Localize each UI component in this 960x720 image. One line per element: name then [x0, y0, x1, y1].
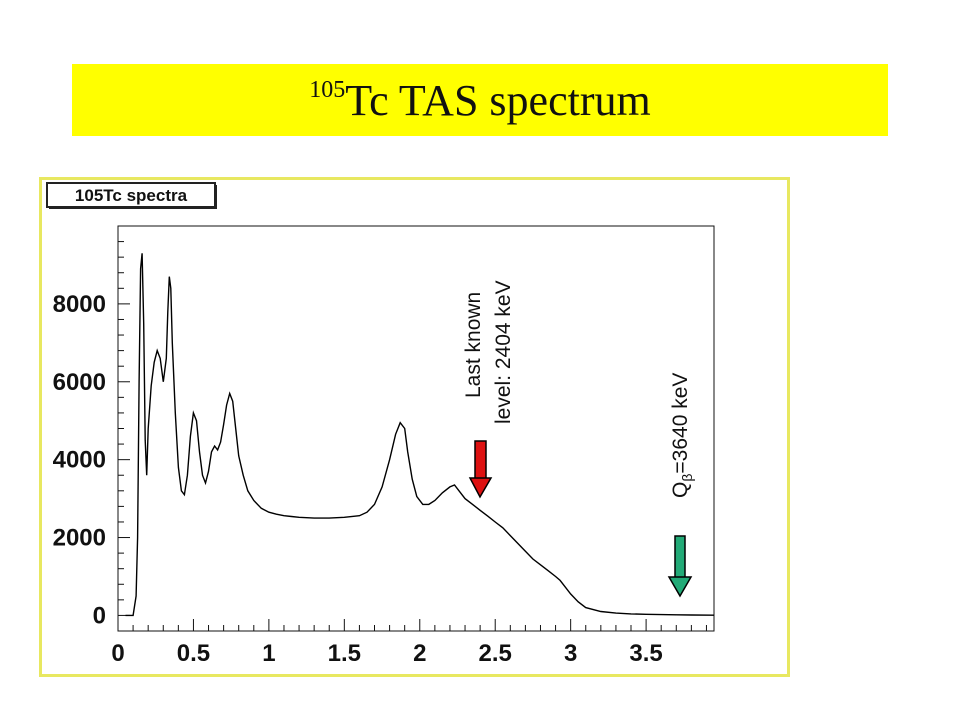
x-tick-label: 3	[564, 640, 577, 667]
red-arrow	[468, 440, 493, 499]
plot-title-box	[46, 182, 216, 208]
title-banner: 105Tc TAS spectrum	[72, 64, 888, 136]
annotation-last-known-line1: Last known	[462, 292, 485, 398]
axes-frame	[117, 225, 715, 632]
x-tick-label: 2	[413, 640, 426, 667]
plot-title: 105Tc spectra	[75, 186, 188, 205]
page-title: 105Tc TAS spectrum	[309, 75, 650, 126]
q-beta-sub: β	[679, 474, 695, 482]
axis-ticks	[117, 225, 707, 632]
x-tick-label: 3.5	[629, 640, 662, 667]
x-tick-label: 1.5	[328, 640, 361, 667]
title-superscript: 105	[309, 76, 346, 103]
y-tick-label: 8000	[53, 291, 106, 318]
x-tick-labels: 0 0.5 1 1.5 2 2.5 3 3.5	[111, 640, 662, 667]
y-tick-label: 6000	[53, 369, 106, 396]
x-tick-label: 0.5	[177, 640, 210, 667]
x-tick-label: 2.5	[479, 640, 512, 667]
q-beta-rest: =3640 keV	[669, 373, 692, 474]
green-arrow	[667, 535, 693, 598]
x-tick-label: 0	[111, 640, 124, 667]
title-main: Tc TAS spectrum	[345, 75, 651, 125]
spectrum-line	[125, 253, 715, 617]
annotation-q-beta: Qβ=3640 keV	[669, 373, 695, 498]
annotation-last-known-line2: level: 2404 keV	[492, 280, 515, 424]
y-tick-label: 0	[93, 602, 106, 629]
y-tick-labels: 0 2000 4000 6000 8000	[53, 291, 106, 630]
plot-frame	[39, 177, 790, 677]
q-beta-letter: Q	[669, 482, 692, 498]
x-tick-label: 1	[262, 640, 275, 667]
y-tick-label: 4000	[53, 447, 106, 474]
y-tick-label: 2000	[53, 525, 106, 552]
